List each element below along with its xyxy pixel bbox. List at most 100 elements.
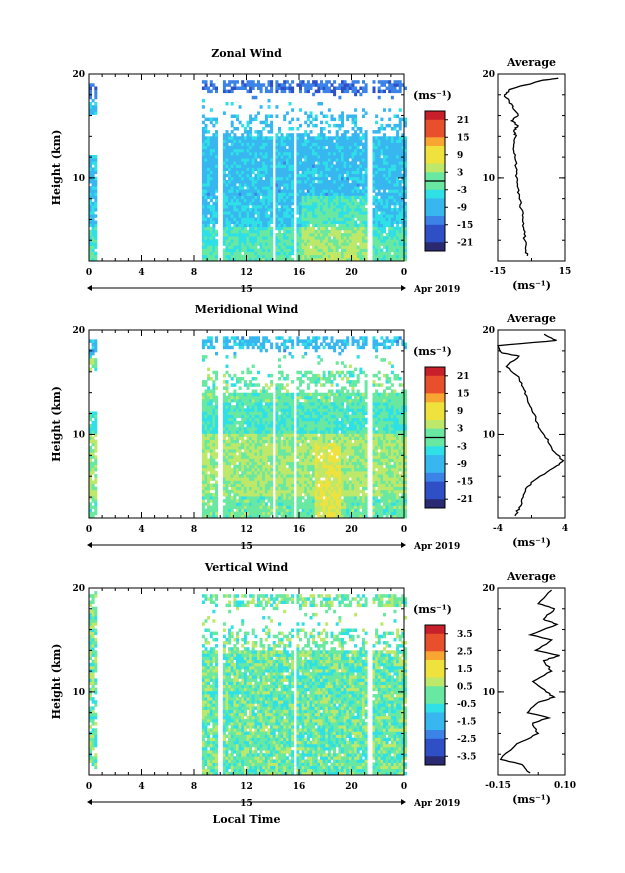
heatmap-cell	[346, 180, 350, 184]
heatmap-cell	[278, 414, 281, 419]
heatmap-cell	[385, 217, 389, 221]
heatmap-cell	[325, 226, 329, 231]
heatmap-cell	[377, 151, 381, 156]
heatmap-cell	[257, 223, 260, 228]
heatmap-cell	[215, 145, 218, 150]
heatmap-cell	[222, 417, 226, 422]
heatmap-cell	[280, 427, 284, 431]
heatmap-cell	[306, 114, 310, 118]
heatmap-cell	[278, 433, 281, 437]
heatmap-cell	[207, 377, 211, 381]
heatmap-cell	[243, 452, 247, 456]
heatmap-cell	[285, 486, 289, 491]
heatmap-cell	[285, 424, 289, 428]
heatmap-cell	[222, 458, 226, 462]
heatmap-cell	[306, 139, 310, 143]
heatmap-cell	[267, 173, 271, 178]
heatmap-cell	[212, 139, 216, 143]
heatmap-cell	[257, 408, 260, 412]
heatmap-cell	[254, 395, 258, 400]
heatmap-cell	[243, 139, 247, 143]
heatmap-cell	[312, 176, 316, 181]
heatmap-cell	[270, 86, 274, 90]
heatmap-cell	[241, 170, 245, 175]
heatmap-cell	[243, 211, 247, 215]
heatmap-cell	[264, 236, 268, 240]
heatmap-cell	[291, 477, 295, 481]
heatmap-cell	[201, 161, 205, 165]
heatmap-cell	[341, 239, 344, 243]
heatmap-cell	[262, 136, 266, 140]
heatmap-cell	[238, 180, 242, 184]
heatmap-cell	[312, 195, 316, 200]
heatmap-cell	[243, 514, 247, 519]
heatmap-cell	[212, 499, 216, 503]
heatmap-cell	[91, 358, 95, 362]
heatmap-cell	[259, 136, 263, 140]
heatmap-cell	[225, 420, 229, 425]
heatmap-cell	[348, 204, 352, 209]
heatmap-cell	[299, 136, 302, 140]
heatmap-cell	[215, 220, 218, 224]
heatmap-cell	[254, 201, 258, 206]
heatmap-cell	[238, 424, 242, 428]
heatmap-cell	[333, 220, 337, 224]
heatmap-cell	[364, 248, 368, 252]
heatmap-cell	[280, 383, 284, 387]
heatmap-cell	[322, 214, 326, 218]
heatmap-cell	[364, 189, 368, 193]
heatmap-cell	[94, 89, 98, 94]
heatmap-cell	[398, 170, 402, 175]
heatmap-cell	[377, 183, 381, 187]
heatmap-cell	[262, 248, 266, 252]
heatmap-cell	[267, 511, 271, 516]
heatmap-cell	[241, 142, 245, 147]
heatmap-cell	[278, 161, 281, 165]
heatmap-cell	[320, 189, 323, 193]
colorbar-band	[425, 111, 445, 121]
heatmap-cell	[364, 155, 368, 159]
heatmap-cell	[201, 195, 205, 200]
heatmap-cell	[390, 217, 394, 221]
heatmap-cell	[233, 436, 237, 440]
heatmap-cell	[388, 158, 392, 162]
heatmap-cell	[278, 502, 281, 506]
heatmap-cell	[225, 414, 229, 419]
heatmap-cell	[201, 198, 205, 203]
heatmap-cell	[283, 148, 287, 153]
heatmap-cell	[356, 223, 360, 228]
heatmap-cell	[228, 433, 232, 437]
heatmap-cell	[288, 439, 292, 444]
heatmap-cell	[204, 233, 208, 237]
heatmap-cell	[249, 142, 253, 147]
heatmap-cell	[249, 139, 253, 143]
heatmap-cell	[325, 170, 329, 175]
heatmap-cell	[230, 89, 234, 94]
heatmap-cell	[243, 342, 247, 346]
heatmap-cell	[377, 167, 381, 171]
heatmap-cell	[246, 464, 250, 469]
heatmap-cell	[401, 83, 405, 87]
heatmap-cell	[222, 436, 226, 440]
heatmap-cell	[264, 436, 268, 440]
heatmap-cell	[243, 383, 247, 387]
heatmap-cell	[404, 186, 407, 190]
heatmap-cell	[291, 142, 295, 147]
heatmap-cell	[291, 474, 295, 478]
heatmap-cell	[330, 233, 334, 237]
heatmap-cell	[225, 229, 229, 234]
heatmap-cell	[296, 189, 300, 193]
heatmap-cell	[236, 242, 239, 246]
heatmap-cell	[254, 204, 258, 209]
heatmap-cell	[230, 436, 234, 440]
heatmap-cell	[333, 136, 337, 140]
heatmap-cell	[264, 486, 268, 491]
heatmap-cell	[204, 480, 208, 484]
heatmap-cell	[204, 355, 208, 359]
heatmap-cell	[204, 411, 208, 415]
colorbar-tick-label: 9	[457, 151, 463, 161]
heatmap-cell	[275, 180, 279, 184]
heatmap-cell	[230, 86, 234, 90]
heatmap-cell	[254, 492, 258, 497]
heatmap-cell	[225, 192, 229, 196]
